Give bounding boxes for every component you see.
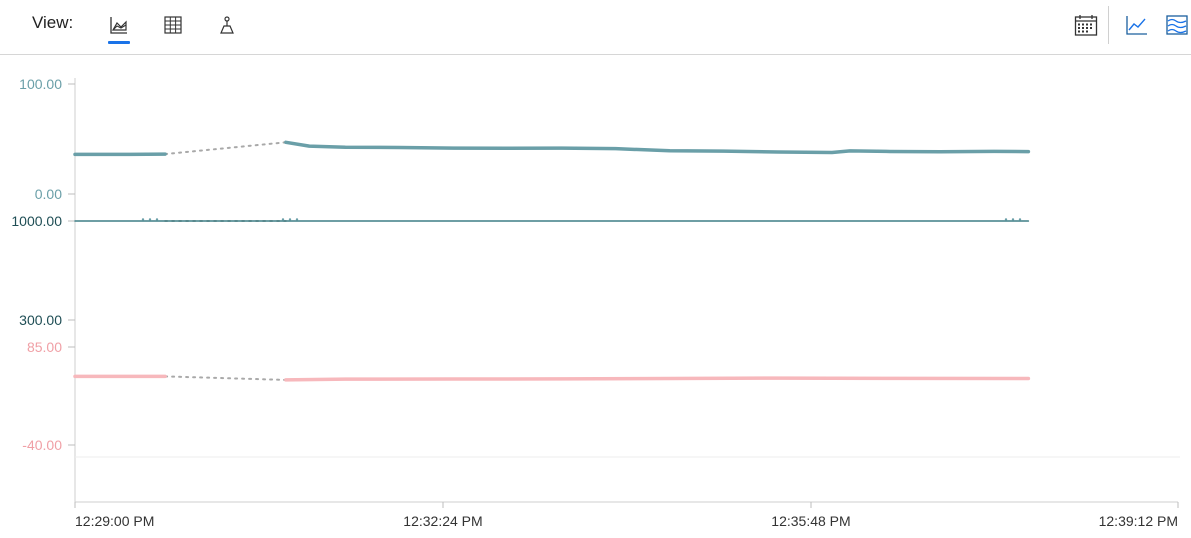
data-point-marker — [295, 218, 299, 221]
table-view-button[interactable] — [158, 8, 188, 42]
active-view-indicator — [108, 41, 130, 44]
y-tick-label: 100.00 — [19, 76, 62, 92]
line-chart-icon — [1126, 16, 1147, 35]
stacked-area-button[interactable] — [1162, 8, 1191, 42]
lane-1: 100.00 0.00 — [19, 76, 1031, 202]
gap-connector — [164, 141, 287, 156]
y-tick-label: 1000.00 — [11, 213, 62, 229]
lanes: 100.00 0.00 1000.00 300.00 85.00 -40.00 — [11, 76, 1031, 453]
data-point-marker — [288, 218, 292, 221]
x-axis-ticks: 12:29:00 PM 12:32:24 PM 12:35:48 PM 12:39:1… — [74, 502, 1179, 529]
gap-connector — [164, 375, 287, 381]
toolbar: View: — [0, 0, 1191, 55]
view-label: View: — [32, 13, 74, 32]
toolbar-divider — [1108, 6, 1109, 44]
y-tick-label: 300.00 — [19, 312, 62, 328]
area-chart-view-button[interactable] — [104, 8, 134, 42]
data-point-marker — [1018, 218, 1022, 221]
calendar-icon — [1074, 15, 1098, 36]
y-tick-label: -40.00 — [22, 437, 62, 453]
y-tick-label: 85.00 — [27, 339, 62, 355]
lane-3: 85.00 -40.00 — [22, 339, 1031, 453]
chart: 100.00 0.00 1000.00 300.00 85.00 -40.00 12:29… — [11, 76, 1180, 529]
area-chart-icon — [110, 17, 127, 34]
x-tick-label: 12:29:00 PM — [75, 513, 154, 529]
data-point-marker — [1011, 218, 1015, 221]
data-point-marker — [148, 218, 152, 221]
scatter-plot-icon — [220, 16, 234, 34]
data-point-marker — [1004, 218, 1008, 221]
x-tick-label: 12:35:48 PM — [771, 513, 850, 529]
y-tick-label: 0.00 — [35, 186, 62, 202]
series-line[interactable] — [284, 140, 1031, 155]
line-chart-button[interactable] — [1122, 8, 1152, 42]
data-point-marker — [155, 218, 159, 221]
x-tick-label: 12:39:12 PM — [1099, 513, 1178, 529]
lane-2: 1000.00 300.00 — [11, 213, 1030, 328]
stacked-area-icon — [1166, 15, 1188, 35]
data-point-marker — [141, 218, 145, 221]
scatter-view-button[interactable] — [212, 8, 242, 42]
x-tick-label: 12:32:24 PM — [403, 513, 482, 529]
grid-table-icon — [164, 16, 182, 34]
calendar-button[interactable] — [1071, 8, 1101, 42]
data-point-marker — [281, 218, 285, 221]
series-line[interactable] — [284, 376, 1031, 382]
